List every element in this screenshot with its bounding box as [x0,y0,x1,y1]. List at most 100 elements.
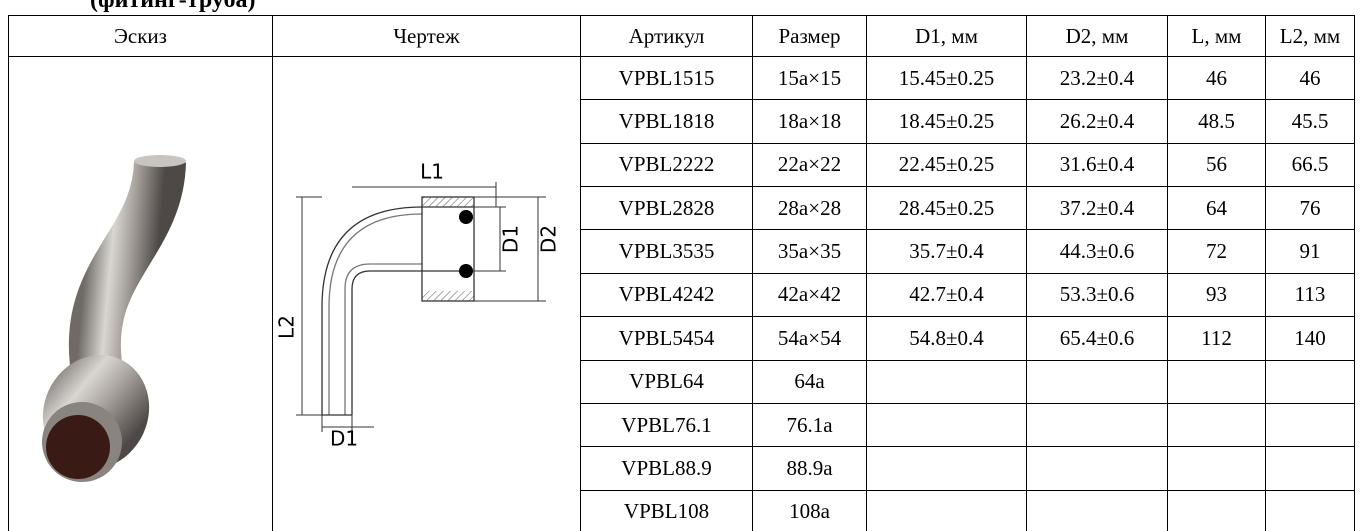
technical-drawing: L1 D1 D2 L2 D1 [274,160,560,451]
header-cell: Артикул [580,15,753,57]
table-row: VPBL3535 35a×35 35.7±0.4 44.3±0.6 72 91 [9,229,1355,274]
table-row: VPBL2222 22a×22 22.45±0.25 31.6±0.4 56 66.5 [9,142,1355,188]
table-cell: VPBL4242 [580,272,753,318]
empty-cell [1265,402,1355,448]
table-cell: 56 [1167,142,1266,188]
header-cell: L2, мм [1265,15,1355,57]
table-cell: 53.3±0.6 [1026,272,1168,318]
table-cell: 72 [1167,229,1266,274]
table-cell: 113 [1265,272,1355,318]
dimension-label: D2 [536,225,560,253]
header-cell: D2, мм [1026,15,1168,57]
table-cell: 54.8±0.4 [866,316,1027,361]
table-row: VPBL2828 28a×28 28.45±0.25 37.2±0.4 64 76 [9,186,1355,231]
empty-cell [1026,402,1168,448]
table-cell: VPBL64 [580,359,753,404]
dimension-label: L1 [420,160,444,184]
page-title: (фитинг-труба) [90,0,256,13]
sketch-cell [8,56,273,531]
drawing-lines [320,196,475,416]
table-cell: 44.3±0.6 [1026,229,1168,274]
empty-cell [1265,446,1355,491]
dimension-label: L2 [274,315,298,339]
table-cell: 64 [1167,186,1266,231]
table-cell: VPBL5454 [580,316,753,361]
table-cell: 45.5 [1265,99,1355,144]
empty-cell [1265,489,1355,531]
empty-cell [1026,446,1168,491]
table-cell: 54a×54 [752,316,867,361]
table-cell: 23.2±0.4 [1026,55,1168,101]
pipe-end [133,155,186,167]
table-cell: 15.45±0.25 [866,55,1027,101]
table-cell: 140 [1265,316,1355,361]
header-cell: D1, мм [866,15,1027,57]
table-cell: 42a×42 [752,272,867,318]
table-cell: 76.1a [752,402,867,448]
table-cell: VPBL3535 [580,229,753,274]
socket-wall [421,291,474,301]
empty-cell [866,402,1027,448]
table-cell: 22a×22 [752,142,867,188]
empty-cell [866,359,1027,404]
table-cell: 112 [1167,316,1266,361]
o-ring [458,210,473,224]
table-row: VPBL5454 54a×54 54.8±0.4 65.4±0.6 112 140 [9,316,1355,361]
empty-cell [1167,489,1266,531]
table-cell: 42.7±0.4 [866,272,1027,318]
empty-cell [1167,446,1266,491]
dimension-lines [295,182,546,432]
table-cell: VPBL1515 [580,55,753,101]
header-cell: Размер [752,15,867,57]
product-table: Эскиз Чертеж Артикул Размер D1, мм D2, мм L, м… [8,15,1355,531]
table-cell: 88.9a [752,446,867,491]
table-row: VPBL108 108a [9,489,1355,531]
o-ring [458,264,473,278]
table-cell: VPBL108 [580,489,753,531]
table-cell: 66.5 [1265,142,1355,188]
empty-cell [1265,359,1355,404]
empty-cell [1167,402,1266,448]
table-cell: 48.5 [1167,99,1266,144]
header-cell: Эскиз [8,15,273,57]
empty-cell [1026,359,1168,404]
table-cell: 46 [1265,55,1355,101]
table-cell: 91 [1265,229,1355,274]
table-row: VPBL64 64a [9,359,1355,404]
pipe-body [68,160,186,382]
table-cell: VPBL76.1 [580,402,753,448]
table-cell: 108a [752,489,867,531]
table-cell: VPBL88.9 [580,446,753,491]
socket-opening [45,415,110,479]
empty-cell [866,446,1027,491]
table-cell: 37.2±0.4 [1026,186,1168,231]
table-cell: 35.7±0.4 [866,229,1027,274]
table-row: VPBL76.1 76.1a [9,402,1355,448]
table-cell: 64a [752,359,867,404]
table-cell: VPBL2828 [580,186,753,231]
table-cell: 15a×15 [752,55,867,101]
dimension-label: D1 [498,225,522,253]
table-row: VPBL1818 18a×18 18.45±0.25 26.2±0.4 48.5 45.5 [9,99,1355,144]
dimension-label: D1 [329,427,357,451]
table-cell: 31.6±0.4 [1026,142,1168,188]
table-cell: 46 [1167,55,1266,101]
table-cell: 28.45±0.25 [866,186,1027,231]
empty-cell [866,489,1027,531]
drawing-cell: L1 D1 D2 L2 D1 [272,56,581,531]
table-cell: VPBL2222 [580,142,753,188]
table-cell: 93 [1167,272,1266,318]
table-cell: 76 [1265,186,1355,231]
empty-cell [1026,489,1168,531]
table-cell: 28a×28 [752,186,867,231]
table-cell: 35a×35 [752,229,867,274]
header-cell: L, мм [1167,15,1266,57]
table-cell: 18.45±0.25 [866,99,1027,144]
table-cell: 22.45±0.25 [866,142,1027,188]
table-cell: 26.2±0.4 [1026,99,1168,144]
header-cell: Чертеж [272,15,581,57]
header-row: Эскиз Чертеж Артикул Размер D1, мм D2, мм L, м… [8,15,1355,57]
empty-cell [1167,359,1266,404]
table-cell: VPBL1818 [580,99,753,144]
